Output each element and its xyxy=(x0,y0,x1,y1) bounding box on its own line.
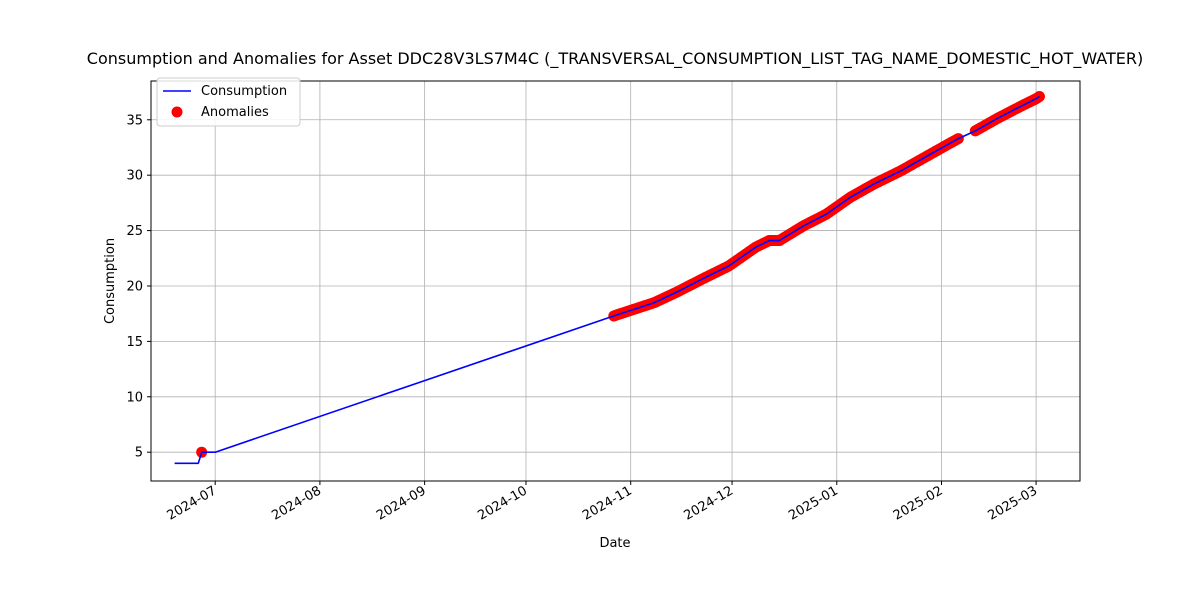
x-tick-label: 2025-01 xyxy=(786,483,841,523)
anomaly-points xyxy=(196,91,1045,458)
legend-anomalies-swatch xyxy=(171,106,183,118)
x-tick-label: 2024-12 xyxy=(681,483,736,523)
plot-frame xyxy=(150,80,1081,482)
x-tick-label: 2024-08 xyxy=(269,483,324,523)
consumption-line xyxy=(174,95,1040,465)
y-tick-label: 20 xyxy=(126,279,143,294)
plot-data xyxy=(174,91,1045,465)
chart-title: Consumption and Anomalies for Asset DDC2… xyxy=(87,49,1143,69)
x-tick-label: 2024-09 xyxy=(374,483,429,523)
y-axis: 5 10 15 20 25 30 35 xyxy=(126,113,151,461)
legend-consumption-label: Consumption xyxy=(201,84,287,99)
x-tick-label: 2024-10 xyxy=(475,483,530,523)
y-tick-label: 5 xyxy=(135,446,143,461)
x-tick-label: 2024-07 xyxy=(165,483,220,523)
x-axis-label: Date xyxy=(599,536,630,551)
y-tick-label: 25 xyxy=(126,224,143,239)
x-tick-label: 2025-02 xyxy=(891,483,946,523)
x-axis: 2024-07 2024-08 2024-09 2024-10 2024-11 2024-… xyxy=(165,481,1040,524)
x-tick-label: 2024-11 xyxy=(580,483,635,523)
legend: Consumption Anomalies xyxy=(156,77,301,127)
legend-box xyxy=(156,77,301,127)
y-tick-label: 15 xyxy=(126,335,143,350)
grid xyxy=(151,81,1080,481)
y-tick-label: 30 xyxy=(126,169,143,184)
y-axis-label: Consumption xyxy=(103,238,118,324)
y-tick-label: 10 xyxy=(126,390,143,405)
legend-anomalies-label: Anomalies xyxy=(201,105,269,120)
y-tick-label: 35 xyxy=(126,113,143,128)
x-tick-label: 2025-03 xyxy=(986,483,1041,523)
